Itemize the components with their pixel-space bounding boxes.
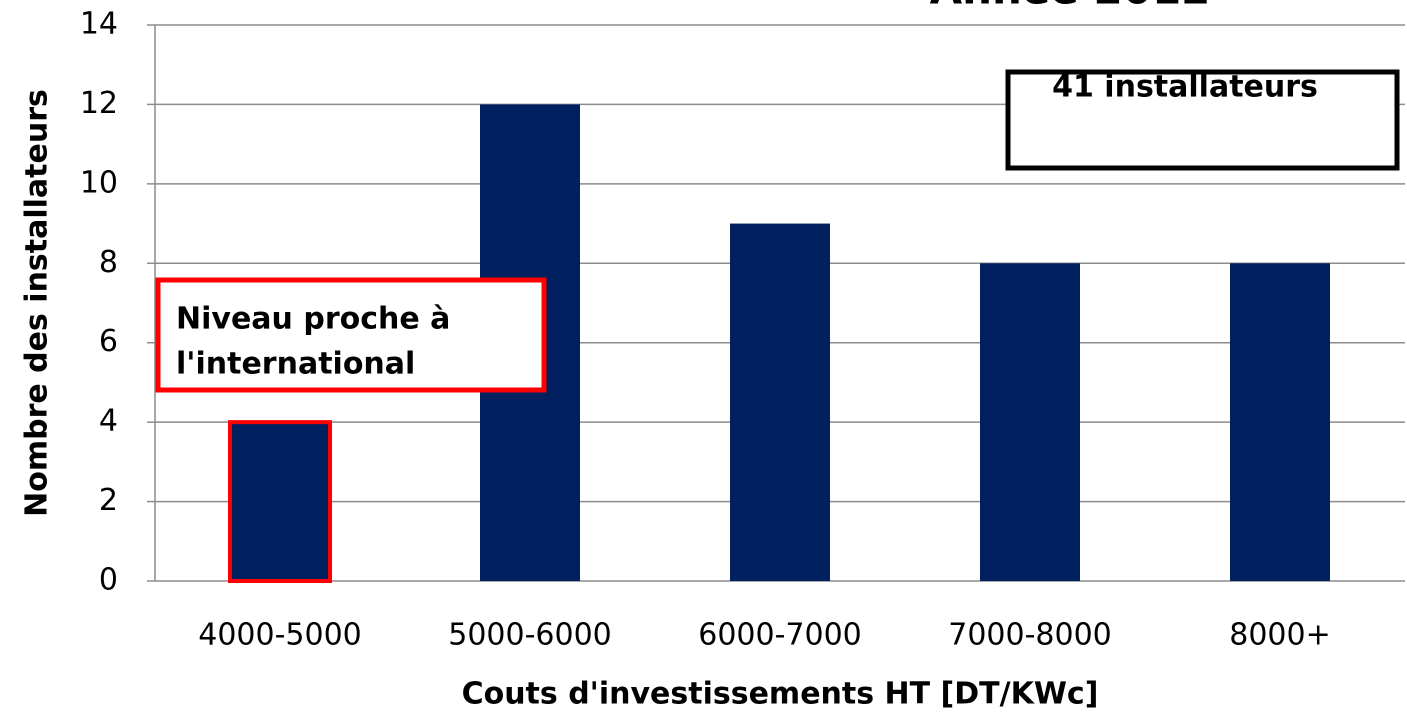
y-tick-label: 10 xyxy=(80,165,118,200)
x-tick-label: 5000-6000 xyxy=(448,618,612,653)
annotation-text: Niveau proche à xyxy=(176,302,450,337)
x-tick-label: 4000-5000 xyxy=(198,618,362,653)
bar xyxy=(1230,263,1330,581)
x-tick-label: 6000-7000 xyxy=(698,618,862,653)
chart-title: Année 2012 xyxy=(930,0,1211,14)
annotation-text: l'international xyxy=(176,347,415,382)
y-tick-label: 2 xyxy=(99,483,118,518)
x-tick-label: 8000+ xyxy=(1229,618,1330,653)
y-tick-label: 14 xyxy=(80,7,118,42)
y-tick-label: 8 xyxy=(99,245,118,280)
annotation-box xyxy=(155,277,547,393)
x-tick-label: 7000-8000 xyxy=(948,618,1112,653)
y-tick-label: 6 xyxy=(99,324,118,359)
annotation-box xyxy=(1005,69,1400,171)
bar xyxy=(230,422,330,581)
highlight-box xyxy=(228,420,332,583)
y-tick-label: 0 xyxy=(99,563,118,598)
y-tick-label: 12 xyxy=(80,86,118,121)
x-axis-label: Couts d'investissements HT [DT/KWc] xyxy=(462,677,1099,712)
bar xyxy=(980,263,1080,581)
y-tick-label: 4 xyxy=(99,404,118,439)
y-axis-label: Nombre des installateurs xyxy=(20,89,55,517)
annotation-text: 41 installateurs xyxy=(1052,70,1318,105)
bar xyxy=(730,223,830,582)
